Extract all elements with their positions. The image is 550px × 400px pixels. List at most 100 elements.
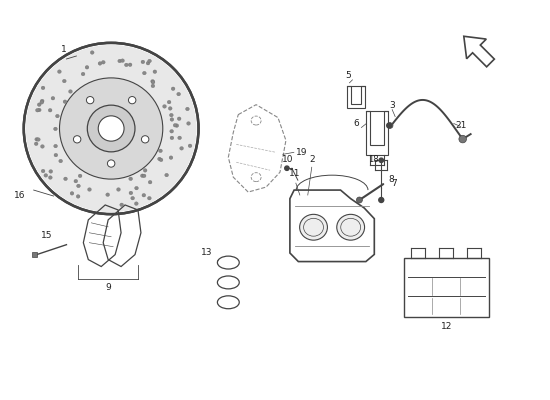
Ellipse shape <box>337 214 365 240</box>
Ellipse shape <box>48 176 52 179</box>
Text: 3: 3 <box>389 101 395 110</box>
Ellipse shape <box>169 113 173 117</box>
Circle shape <box>379 198 384 202</box>
Ellipse shape <box>41 169 45 173</box>
Ellipse shape <box>147 59 151 63</box>
Ellipse shape <box>159 158 163 162</box>
Ellipse shape <box>143 168 147 172</box>
Circle shape <box>356 197 362 203</box>
Ellipse shape <box>180 146 184 150</box>
Ellipse shape <box>141 136 149 143</box>
Ellipse shape <box>35 138 38 141</box>
Ellipse shape <box>167 100 171 104</box>
Ellipse shape <box>62 79 66 83</box>
Ellipse shape <box>54 153 58 157</box>
Ellipse shape <box>118 59 122 63</box>
Ellipse shape <box>26 45 196 212</box>
Ellipse shape <box>90 51 94 54</box>
Ellipse shape <box>171 87 175 90</box>
Ellipse shape <box>142 194 146 197</box>
Ellipse shape <box>175 124 179 127</box>
Ellipse shape <box>76 195 80 198</box>
Ellipse shape <box>59 159 63 163</box>
Text: 18: 18 <box>368 155 378 164</box>
Ellipse shape <box>76 184 80 188</box>
Ellipse shape <box>165 173 168 177</box>
Ellipse shape <box>169 156 173 160</box>
Ellipse shape <box>48 108 52 112</box>
Ellipse shape <box>178 136 182 140</box>
Ellipse shape <box>163 105 167 108</box>
Ellipse shape <box>151 80 155 84</box>
Ellipse shape <box>188 144 192 148</box>
Ellipse shape <box>40 100 43 104</box>
Circle shape <box>387 123 393 128</box>
Text: 5: 5 <box>345 71 351 80</box>
Ellipse shape <box>74 179 78 183</box>
Ellipse shape <box>69 90 73 93</box>
Ellipse shape <box>106 193 109 196</box>
Text: 15: 15 <box>41 231 52 240</box>
Ellipse shape <box>129 96 136 104</box>
Text: 8: 8 <box>388 175 394 184</box>
Ellipse shape <box>37 108 41 112</box>
Ellipse shape <box>142 174 146 178</box>
Ellipse shape <box>124 63 128 67</box>
Ellipse shape <box>41 145 45 148</box>
Ellipse shape <box>58 70 61 74</box>
Ellipse shape <box>117 188 120 191</box>
Ellipse shape <box>87 105 135 152</box>
Ellipse shape <box>185 107 189 111</box>
Circle shape <box>379 158 383 162</box>
Ellipse shape <box>129 191 133 195</box>
Ellipse shape <box>56 114 59 118</box>
Text: 9: 9 <box>105 283 111 292</box>
Ellipse shape <box>134 202 138 206</box>
Ellipse shape <box>85 66 89 69</box>
Ellipse shape <box>170 130 174 133</box>
Text: 19: 19 <box>296 148 307 157</box>
Ellipse shape <box>107 160 115 167</box>
Ellipse shape <box>120 59 124 62</box>
Ellipse shape <box>63 100 67 104</box>
Ellipse shape <box>98 62 102 65</box>
Ellipse shape <box>173 124 177 127</box>
Ellipse shape <box>54 144 58 148</box>
Polygon shape <box>464 36 494 67</box>
Text: 1: 1 <box>60 44 67 54</box>
Ellipse shape <box>53 127 57 131</box>
Ellipse shape <box>87 188 91 191</box>
Ellipse shape <box>168 107 172 110</box>
Ellipse shape <box>177 117 181 120</box>
Text: 12: 12 <box>441 322 452 331</box>
Ellipse shape <box>101 60 105 64</box>
Ellipse shape <box>36 138 40 141</box>
Ellipse shape <box>120 203 124 206</box>
Text: 2: 2 <box>309 155 315 164</box>
Ellipse shape <box>59 78 163 179</box>
Ellipse shape <box>64 177 68 181</box>
Ellipse shape <box>34 142 38 146</box>
Text: 21: 21 <box>456 122 467 130</box>
Ellipse shape <box>129 177 133 180</box>
Ellipse shape <box>128 63 132 66</box>
FancyBboxPatch shape <box>32 252 37 257</box>
Ellipse shape <box>151 84 155 88</box>
Ellipse shape <box>170 118 174 121</box>
Text: 13: 13 <box>201 248 212 257</box>
Circle shape <box>459 135 466 143</box>
Ellipse shape <box>177 92 180 96</box>
Text: 6: 6 <box>354 118 359 128</box>
Ellipse shape <box>70 192 74 195</box>
Ellipse shape <box>158 149 162 152</box>
Ellipse shape <box>147 196 151 200</box>
Circle shape <box>387 123 392 128</box>
Ellipse shape <box>300 214 327 240</box>
Text: 11: 11 <box>289 169 301 178</box>
Text: 16: 16 <box>14 190 25 200</box>
Ellipse shape <box>146 62 150 65</box>
Ellipse shape <box>131 196 135 200</box>
Ellipse shape <box>86 96 94 104</box>
Ellipse shape <box>158 157 161 161</box>
Ellipse shape <box>40 99 44 103</box>
